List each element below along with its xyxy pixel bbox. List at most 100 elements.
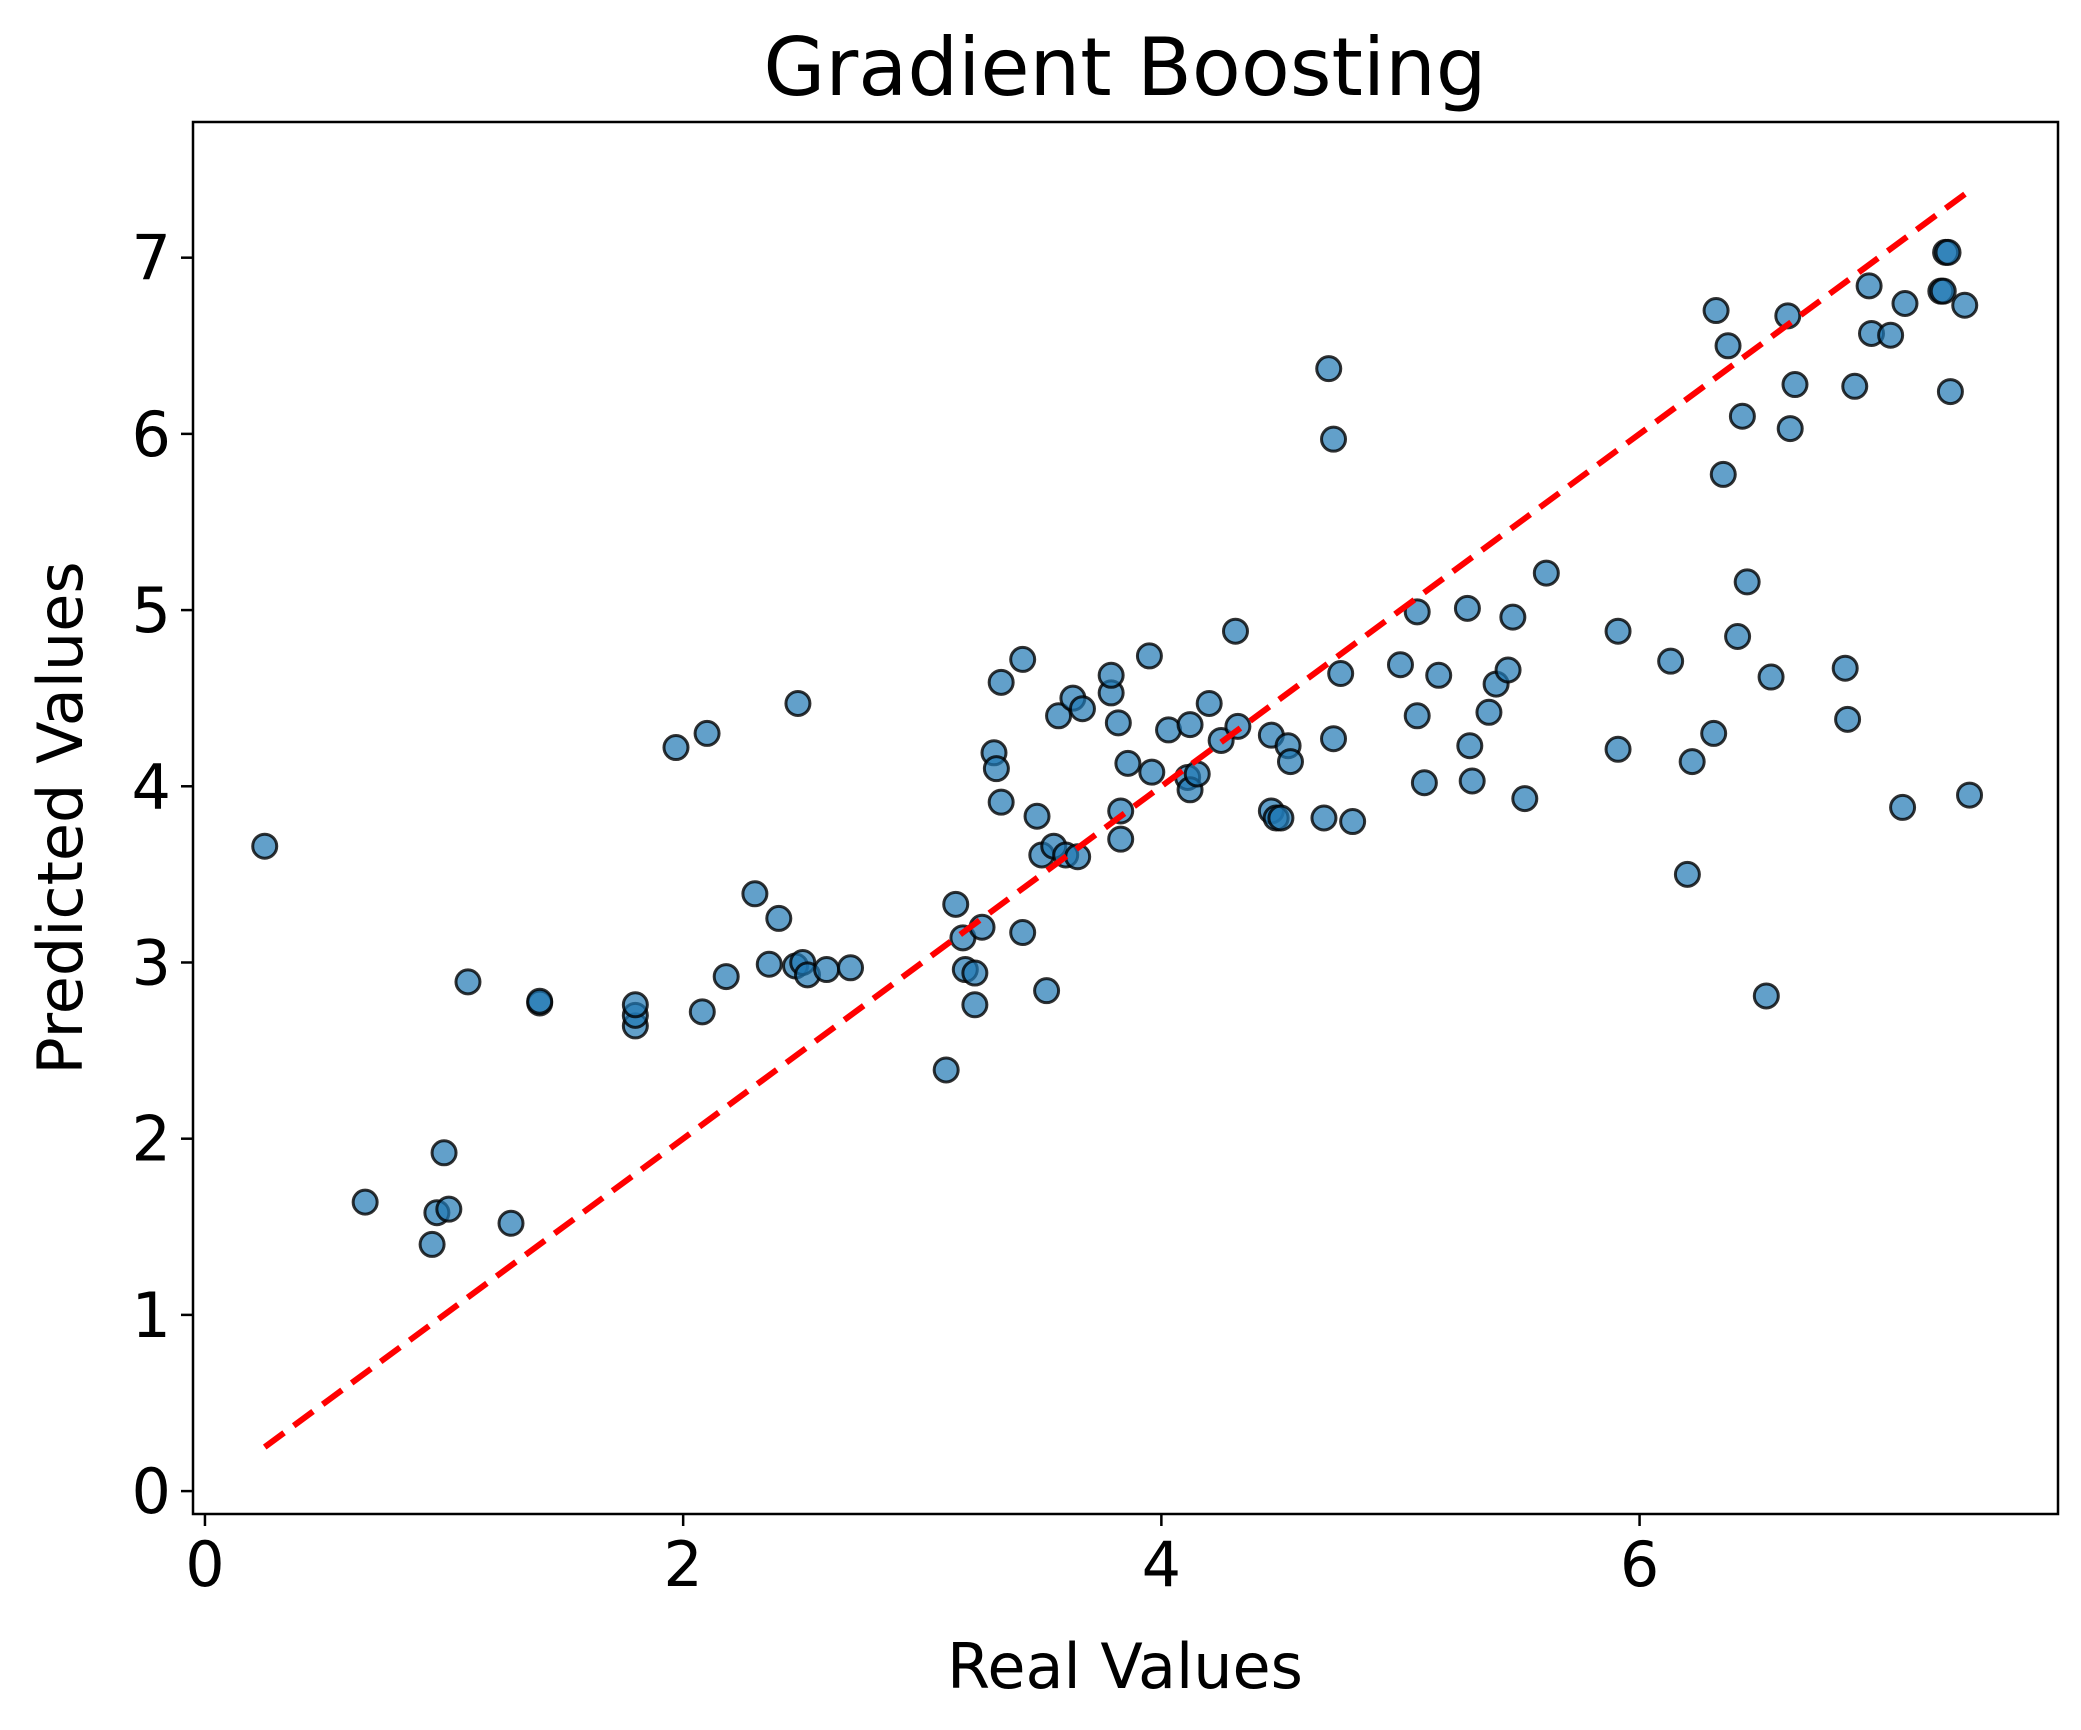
x-tick-label: 4 (1142, 1528, 1181, 1601)
data-point (1403, 702, 1431, 730)
data-point (1315, 355, 1343, 383)
data-point (1781, 371, 1809, 399)
data-point (1951, 291, 1979, 319)
data-point (784, 689, 812, 717)
x-tick-label: 2 (663, 1528, 702, 1601)
data-point (688, 998, 716, 1026)
data-point (982, 755, 1010, 783)
data-point (1499, 603, 1527, 631)
data-point (1678, 748, 1706, 776)
data-point (1511, 785, 1539, 813)
reference-line (262, 184, 1977, 1450)
y-tick-label: 2 (132, 1103, 171, 1176)
data-point (961, 959, 989, 987)
data-point (1104, 709, 1132, 737)
data-point (1327, 660, 1355, 688)
data-point (1776, 415, 1804, 443)
data-point (1956, 781, 1984, 809)
data-point (454, 968, 482, 996)
data-point (1068, 695, 1096, 723)
data-point (712, 963, 740, 991)
data-point (1494, 656, 1522, 684)
y-axis: 0 1 2 3 4 5 6 7 (132, 222, 193, 1528)
data-point (1097, 661, 1125, 689)
data-point (1936, 378, 1964, 406)
data-point (1320, 425, 1348, 453)
data-point (1657, 647, 1685, 675)
data-point (987, 788, 1015, 816)
data-point (741, 880, 769, 908)
data-point (1752, 982, 1780, 1010)
data-point (1855, 272, 1883, 300)
y-tick-label: 3 (132, 926, 171, 999)
data-point (755, 950, 783, 978)
data-point (1604, 617, 1632, 645)
data-point (1176, 711, 1204, 739)
data-point (1700, 719, 1728, 747)
data-point (1453, 594, 1481, 622)
data-point (1310, 804, 1338, 832)
data-point (987, 668, 1015, 696)
data-point (1728, 402, 1756, 430)
data-point (1267, 804, 1295, 832)
x-tick-label: 0 (185, 1528, 224, 1601)
y-tick-label: 7 (132, 222, 171, 295)
data-point (1339, 808, 1367, 836)
data-point (1107, 825, 1135, 853)
data-point (765, 904, 793, 932)
data-point (1934, 238, 1962, 266)
data-point (1841, 372, 1869, 400)
data-point (1889, 793, 1917, 821)
data-point (251, 832, 279, 860)
data-point (430, 1139, 458, 1167)
data-point (1276, 748, 1304, 776)
data-point (1320, 725, 1348, 753)
y-tick-label: 6 (132, 398, 171, 471)
data-point (621, 991, 649, 1019)
y-tick-label: 1 (132, 1279, 171, 1352)
data-point (1386, 651, 1414, 679)
plot-frame (191, 120, 2060, 1516)
data-point (1425, 661, 1453, 689)
data-point (1045, 702, 1073, 730)
data-point (1456, 732, 1484, 760)
data-point (1724, 623, 1752, 651)
data-point (435, 1195, 463, 1223)
x-axis: 0 2 4 6 (185, 1514, 1659, 1601)
data-point (1709, 460, 1737, 488)
data-point (1221, 617, 1249, 645)
data-point (813, 956, 841, 984)
data-point (1877, 321, 1905, 349)
data-point (1834, 705, 1862, 733)
y-tick-label: 4 (132, 750, 171, 823)
data-point (1714, 332, 1742, 360)
chart-title: Gradient Boosting (763, 21, 1486, 114)
data-point (1033, 977, 1061, 1005)
data-point (1114, 749, 1142, 777)
data-point (1757, 663, 1785, 691)
data-point (1475, 698, 1503, 726)
data-point (418, 1230, 446, 1258)
data-point (1604, 735, 1632, 763)
data-point (1009, 645, 1037, 673)
data-point (1673, 860, 1701, 888)
data-point (526, 987, 554, 1015)
data-point (497, 1209, 525, 1237)
data-point (1410, 769, 1438, 797)
data-point (662, 734, 690, 762)
data-point (1023, 802, 1051, 830)
y-axis-label: Predicted Values (24, 561, 97, 1074)
x-axis-label: Real Values (947, 1630, 1303, 1703)
x-tick-label: 6 (1620, 1528, 1659, 1601)
data-point (1891, 289, 1919, 317)
data-point (1138, 758, 1166, 786)
data-point (693, 719, 721, 747)
data-point (1183, 760, 1211, 788)
data-point (1702, 297, 1730, 325)
data-point (1831, 654, 1859, 682)
data-point (1532, 559, 1560, 587)
data-point (932, 1056, 960, 1084)
data-point (1009, 919, 1037, 947)
data-point (1195, 689, 1223, 717)
